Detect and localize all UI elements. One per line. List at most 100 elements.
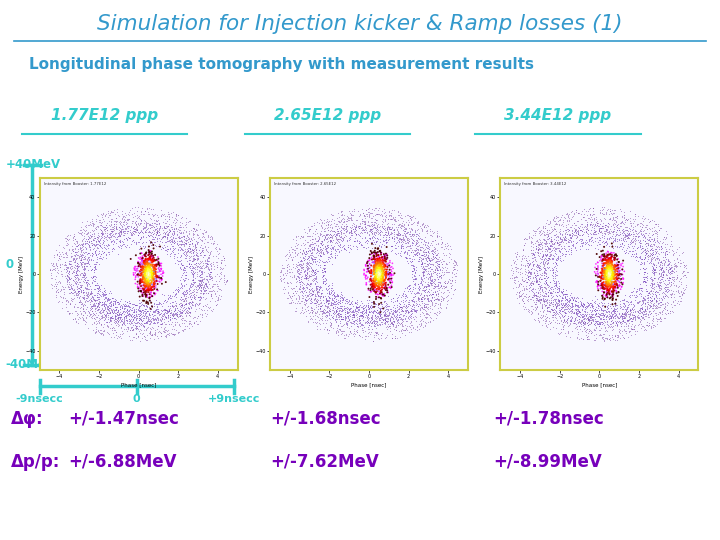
Point	[159, 322, 171, 331]
Point	[577, 319, 589, 327]
Point	[315, 298, 327, 307]
Point	[133, 284, 145, 292]
Point	[358, 208, 369, 217]
Point	[129, 225, 140, 234]
Point	[638, 273, 649, 281]
Point	[189, 253, 200, 262]
Point	[95, 220, 107, 229]
Point	[354, 318, 366, 326]
Point	[174, 223, 185, 232]
Point	[372, 237, 383, 245]
Point	[631, 231, 642, 240]
Point	[374, 262, 386, 271]
Point	[141, 275, 153, 284]
Point	[659, 280, 670, 288]
Point	[556, 287, 567, 295]
Point	[328, 303, 339, 312]
Point	[171, 310, 183, 319]
Point	[388, 235, 400, 244]
Point	[661, 230, 672, 239]
Point	[110, 305, 122, 313]
Point	[328, 230, 339, 239]
Point	[433, 272, 444, 281]
Point	[374, 304, 386, 313]
Point	[307, 256, 318, 265]
Point	[391, 238, 402, 246]
Point	[341, 317, 353, 326]
Point	[598, 265, 610, 273]
Point	[145, 318, 157, 326]
Point	[410, 250, 421, 259]
Point	[330, 316, 342, 325]
Point	[639, 272, 651, 281]
Point	[374, 254, 385, 262]
Point	[372, 270, 384, 279]
Point	[313, 292, 325, 301]
Point	[572, 293, 583, 301]
Point	[145, 288, 157, 297]
Point	[631, 285, 643, 294]
Point	[172, 285, 184, 293]
Point	[114, 232, 125, 240]
Point	[418, 303, 429, 312]
Point	[403, 230, 415, 239]
Point	[415, 261, 427, 270]
Point	[81, 292, 93, 300]
Point	[438, 278, 450, 286]
Point	[411, 236, 423, 245]
Point	[356, 240, 367, 248]
Point	[81, 303, 93, 312]
Point	[140, 266, 151, 274]
Point	[88, 300, 99, 309]
Point	[616, 235, 627, 244]
Point	[338, 295, 349, 303]
Point	[539, 245, 550, 254]
Point	[373, 335, 384, 343]
Point	[143, 242, 155, 251]
Point	[317, 219, 328, 228]
Point	[541, 251, 553, 259]
Point	[99, 286, 110, 294]
Point	[583, 312, 595, 320]
Point	[425, 289, 436, 298]
Point	[605, 277, 616, 286]
Point	[64, 300, 76, 308]
Point	[641, 302, 652, 311]
Point	[174, 300, 185, 308]
Point	[147, 261, 158, 270]
Point	[390, 243, 401, 252]
Point	[119, 312, 130, 320]
Point	[386, 312, 397, 321]
Point	[406, 231, 418, 239]
Point	[663, 279, 675, 287]
Point	[77, 286, 89, 294]
Point	[510, 289, 521, 298]
Point	[603, 218, 614, 227]
Point	[400, 224, 412, 232]
Point	[402, 307, 414, 316]
Point	[68, 230, 80, 239]
Text: +/-1.68nsec: +/-1.68nsec	[270, 409, 381, 428]
Point	[556, 287, 567, 296]
Point	[577, 213, 588, 222]
Point	[426, 259, 437, 268]
Point	[70, 271, 81, 279]
Point	[297, 231, 309, 240]
Point	[373, 278, 384, 286]
Point	[595, 274, 607, 282]
Point	[152, 309, 163, 318]
Point	[163, 214, 174, 223]
Point	[142, 271, 153, 279]
Point	[201, 272, 212, 281]
Point	[387, 206, 398, 214]
Point	[136, 315, 148, 323]
Point	[304, 241, 315, 249]
Point	[66, 264, 77, 272]
Point	[614, 230, 626, 238]
Point	[216, 264, 228, 273]
Point	[188, 264, 199, 273]
Point	[356, 314, 367, 322]
Point	[374, 225, 386, 234]
Point	[174, 264, 185, 272]
Point	[328, 218, 340, 227]
